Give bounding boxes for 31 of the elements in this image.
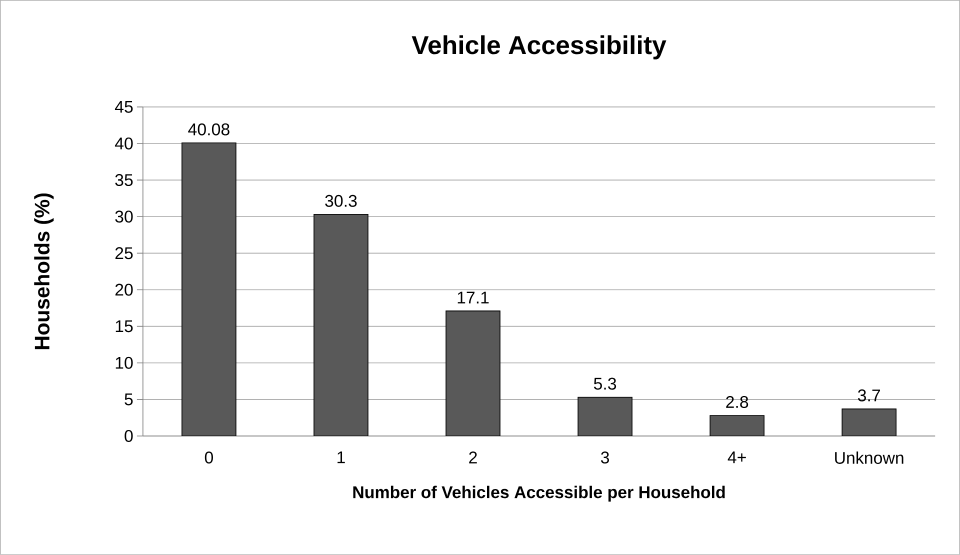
x-tick-label: 3 — [600, 452, 609, 464]
x-tick-label: 2 — [469, 452, 477, 464]
chart-title: Vehicle Accessibility — [412, 35, 666, 60]
y-tick-label: 5 — [124, 394, 133, 406]
data-label: 5.3 — [594, 378, 616, 390]
bar — [710, 415, 764, 436]
bar — [842, 408, 896, 436]
data-label: 40.08 — [188, 123, 230, 136]
y-axis-title: Households (%) — [34, 194, 54, 350]
y-tick-label: 35 — [115, 174, 133, 186]
y-tick-label: 10 — [116, 356, 133, 369]
y-tick-label: 45 — [114, 101, 133, 113]
y-tick-label: 15 — [116, 320, 133, 332]
x-tick-label: 0 — [204, 452, 214, 464]
bar — [578, 396, 632, 436]
x-tick-label: Unknown — [835, 452, 904, 464]
data-label: 3.7 — [858, 389, 880, 402]
y-tick-label: 0 — [124, 430, 133, 442]
data-label: 30.3 — [325, 194, 357, 207]
data-label: 2.8 — [726, 396, 748, 408]
data-label: 17.1 — [458, 292, 489, 304]
x-tick-label: 4+ — [728, 452, 746, 464]
x-tick-label: 1 — [338, 452, 345, 464]
y-tick-label: 40 — [114, 138, 133, 150]
bar — [446, 310, 500, 436]
y-tick-label: 30 — [115, 210, 133, 223]
y-tick-label: 25 — [115, 247, 133, 260]
x-axis-title: Number of Vehicles Accessible per Household — [353, 486, 725, 502]
y-tick-label: 20 — [115, 284, 133, 296]
bar — [314, 214, 368, 436]
bar — [182, 142, 236, 436]
